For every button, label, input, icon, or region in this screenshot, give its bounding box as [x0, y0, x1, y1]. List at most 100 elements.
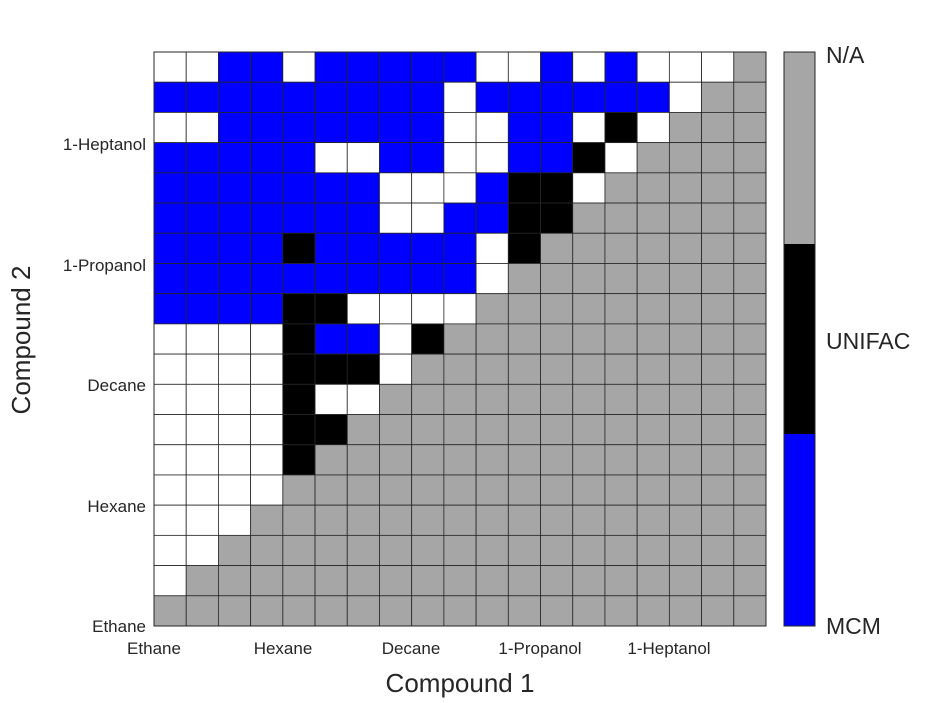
heatmap-cell: [250, 444, 284, 476]
heatmap-cell: [701, 383, 735, 415]
y-axis-label: Compound 2: [6, 266, 36, 415]
heatmap-cell: [636, 51, 670, 83]
heatmap-cell: [701, 202, 735, 234]
heatmap-cell: [379, 474, 413, 506]
heatmap-cell: [733, 504, 767, 536]
heatmap-cell: [282, 232, 316, 264]
y-tick-label: 1-Propanol: [63, 256, 146, 275]
heatmap-cell: [443, 172, 477, 204]
heatmap-cell: [701, 81, 735, 113]
heatmap-cell: [218, 444, 252, 476]
heatmap-cell: [572, 504, 606, 536]
heatmap-cell: [733, 595, 767, 627]
heatmap-cell: [153, 232, 187, 264]
heatmap-cell: [346, 414, 380, 446]
heatmap-cell: [572, 263, 606, 295]
heatmap-cell: [411, 142, 445, 174]
heatmap-cell: [507, 232, 541, 264]
heatmap-cell: [507, 474, 541, 506]
heatmap-cell: [379, 172, 413, 204]
heatmap-cell: [540, 293, 574, 325]
heatmap-cell: [411, 51, 445, 83]
heatmap-cell: [411, 263, 445, 295]
heatmap-cell: [636, 112, 670, 144]
heatmap-cell: [314, 534, 348, 566]
heatmap-cell: [668, 112, 702, 144]
heatmap-cell: [604, 353, 638, 385]
heatmap-cell: [250, 51, 284, 83]
heatmap-cell: [314, 414, 348, 446]
heatmap-cell: [379, 414, 413, 446]
heatmap-cell: [475, 474, 509, 506]
heatmap-cell: [733, 383, 767, 415]
colorbar-label-na: N/A: [826, 42, 865, 68]
heatmap-cell: [475, 444, 509, 476]
heatmap-cell: [185, 414, 219, 446]
heatmap-cell: [636, 504, 670, 536]
heatmap-cell: [668, 293, 702, 325]
heatmap-cell: [636, 565, 670, 597]
heatmap-cell: [475, 202, 509, 234]
heatmap-cell: [507, 444, 541, 476]
heatmap-cell: [379, 51, 413, 83]
heatmap-cell: [572, 112, 606, 144]
heatmap-cell: [250, 414, 284, 446]
heatmap-cell: [411, 353, 445, 385]
heatmap-cell: [411, 595, 445, 627]
heatmap-cell: [282, 565, 316, 597]
heatmap-cell: [314, 565, 348, 597]
heatmap-cell: [668, 263, 702, 295]
heatmap-cell: [572, 383, 606, 415]
heatmap-cell: [540, 504, 574, 536]
heatmap-cell: [475, 595, 509, 627]
heatmap-cell: [572, 534, 606, 566]
heatmap-cell: [636, 353, 670, 385]
heatmap-cell: [282, 112, 316, 144]
heatmap-cell: [507, 504, 541, 536]
heatmap-cell: [604, 263, 638, 295]
heatmap-cell: [636, 81, 670, 113]
heatmap-cell: [185, 172, 219, 204]
heatmap-cell: [346, 595, 380, 627]
heatmap-cell: [153, 81, 187, 113]
colorbar-segment-unifac: [784, 244, 815, 434]
heatmap-cell: [701, 263, 735, 295]
heatmap-cell: [282, 172, 316, 204]
heatmap-cell: [668, 383, 702, 415]
heatmap-cell: [314, 444, 348, 476]
heatmap-cell: [379, 263, 413, 295]
heatmap-cell: [443, 51, 477, 83]
heatmap-cell: [636, 444, 670, 476]
heatmap-cell: [314, 323, 348, 355]
heatmap-cell: [507, 534, 541, 566]
heatmap-cell: [443, 202, 477, 234]
heatmap-cell: [475, 353, 509, 385]
heatmap-cell: [218, 383, 252, 415]
heatmap-cell: [250, 595, 284, 627]
heatmap-cell: [282, 81, 316, 113]
heatmap-cell: [507, 323, 541, 355]
colorbar-label-unifac: UNIFAC: [826, 328, 910, 354]
heatmap-cell: [218, 202, 252, 234]
heatmap-cell: [507, 414, 541, 446]
heatmap-cell: [604, 112, 638, 144]
heatmap-cell: [282, 293, 316, 325]
heatmap-cell: [668, 323, 702, 355]
heatmap-cell: [185, 263, 219, 295]
heatmap-cell: [314, 474, 348, 506]
heatmap-cell: [604, 414, 638, 446]
heatmap-cell: [153, 353, 187, 385]
heatmap-cell: [475, 534, 509, 566]
heatmap-cell: [379, 504, 413, 536]
heatmap-cell: [153, 172, 187, 204]
heatmap-cell: [507, 172, 541, 204]
heatmap-cell: [185, 444, 219, 476]
heatmap-cell: [346, 142, 380, 174]
heatmap-cell: [604, 595, 638, 627]
heatmap-cell: [250, 202, 284, 234]
heatmap-cell: [604, 444, 638, 476]
heatmap-cell: [507, 595, 541, 627]
heatmap-cell: [250, 383, 284, 415]
heatmap-cell: [443, 565, 477, 597]
heatmap-cell: [346, 353, 380, 385]
